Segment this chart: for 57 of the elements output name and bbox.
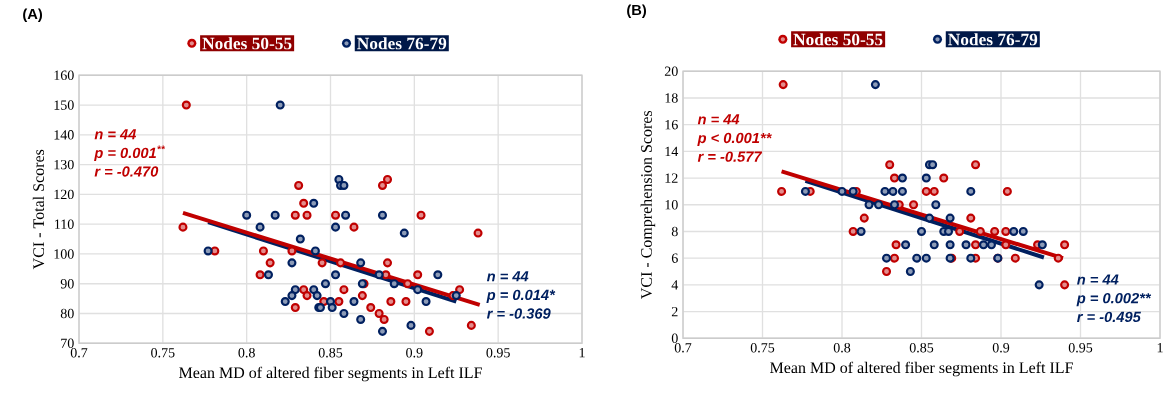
annotation: n = 44 [94, 129, 137, 140]
y-tick-label: 130 [54, 159, 74, 170]
y-tick-label: 2 [671, 306, 678, 317]
chart-title: (B) [627, 4, 647, 18]
x-tick-label: 0.75 [750, 342, 775, 353]
x-tick-label: 0.9 [406, 347, 423, 358]
y-axis-title: VCI - Total Scores [32, 149, 45, 270]
annotation: n = 44 [486, 271, 529, 282]
x-tick-label: 0.95 [486, 347, 510, 358]
annotation: r = -0.470 [94, 166, 159, 177]
annotation: r = -0.495 [1077, 311, 1141, 322]
y-tick-label: 6 [671, 253, 678, 263]
annotation: n = 44 [1077, 274, 1119, 285]
legend-label: Nodes 50-55 [793, 33, 883, 46]
y-tick-label: 90 [60, 278, 74, 289]
y-tick-label: 8 [671, 226, 678, 237]
y-tick-label: 120 [54, 189, 74, 199]
x-tick-label: 0.85 [318, 347, 343, 358]
x-tick-label: 0.95 [1068, 342, 1093, 353]
y-tick-label: 140 [54, 129, 74, 140]
annotation: r = -0.577 [697, 151, 763, 162]
y-tick-label: 4 [671, 280, 679, 290]
annotation: p = 0.002** [1076, 292, 1152, 307]
annotation: r = -0.369 [486, 308, 551, 319]
y-tick-label: 160 [54, 70, 74, 80]
annotation: p = 0.014* [486, 289, 556, 303]
y-tick-label: 0 [671, 333, 678, 343]
y-tick-label: 100 [54, 249, 74, 259]
x-tick-label: 1 [1157, 342, 1163, 353]
y-tick-label: 70 [61, 338, 74, 348]
x-tick-label: 1 [579, 347, 585, 358]
y-tick-label: 14 [665, 146, 679, 156]
x-tick-label: 0.8 [238, 347, 255, 358]
y-tick-label: 18 [665, 93, 678, 103]
annotation: p = 0.001$^{**}$ [94, 145, 166, 161]
y-tick-label: 80 [60, 308, 74, 319]
x-axis-title: Mean MD of altered fiber segments in Left ILF [179, 366, 482, 382]
y-axis-title: VCI - Comprehension Scores [640, 110, 656, 299]
x-tick-label: 0.85 [909, 342, 934, 353]
x-tick-label: 0.9 [992, 342, 1010, 353]
y-tick-label: 20 [664, 66, 678, 76]
x-tick-label: 0.75 [151, 347, 175, 358]
y-tick-label: 150 [54, 100, 74, 110]
legend-label: Nodes 76-79 [357, 37, 447, 50]
chart-title: (A) [23, 8, 43, 22]
legend-label: Nodes 76-79 [948, 33, 1038, 46]
x-axis-title: Mean MD of altered fiber segments in Left ILF [770, 361, 1073, 377]
y-tick-label: 10 [665, 199, 678, 210]
legend-label: Nodes 50-55 [202, 37, 292, 50]
x-tick-label: 0.7 [674, 342, 692, 353]
annotation: p < 0.001** [697, 132, 772, 146]
y-tick-label: 12 [665, 173, 678, 183]
y-tick-label: 110 [55, 219, 74, 229]
x-tick-label: 0.7 [70, 347, 88, 358]
y-tick-label: 16 [665, 119, 678, 130]
x-tick-label: 0.8 [833, 342, 851, 353]
annotation: n = 44 [697, 114, 740, 125]
